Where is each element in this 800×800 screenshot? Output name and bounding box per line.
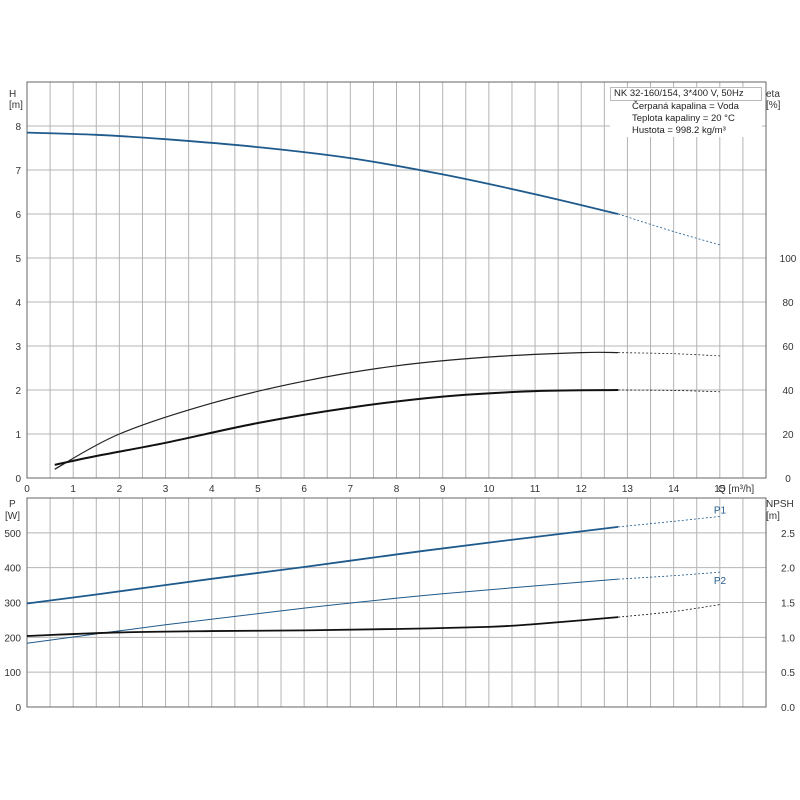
top-series-1-line: [54, 351, 619, 470]
x-tick-label: 6: [301, 484, 307, 495]
top-right-tick-label: 0: [785, 474, 791, 485]
top-series-0-extrapolation: [618, 213, 720, 246]
bottom-plot-frame: [26, 497, 767, 708]
x-tick-label: 2: [117, 484, 123, 495]
top-plot-frame: [26, 81, 767, 479]
bottom-left-tick-label: 200: [4, 633, 21, 644]
x-tick-label: 1: [70, 484, 76, 495]
bottom-left-tick-label: 0: [15, 703, 21, 714]
bottom-series-p2-label: P2: [714, 576, 727, 587]
bottom-series-p1-label: P1: [714, 505, 727, 516]
bottom-right-tick-label: 1.0: [781, 633, 795, 644]
eta-axis-unit: [%]: [766, 100, 781, 111]
p-axis-unit: [W]: [5, 511, 20, 522]
x-tick-label: 8: [394, 484, 400, 495]
bottom-series-p2-extrapolation: [618, 571, 720, 580]
x-tick-label: 15: [714, 484, 726, 495]
top-left-tick-label: 2: [15, 386, 21, 397]
pump-model-title: NK 32-160/154, 3*400 V, 50Hz: [610, 87, 762, 101]
bottom-left-tick-label: 400: [4, 564, 21, 575]
top-left-tick-label: 3: [15, 342, 21, 353]
top-series-2-line: [54, 389, 619, 466]
q-axis-label: Q [m³/h]: [718, 484, 754, 495]
top-left-tick-label: 1: [15, 430, 21, 441]
bottom-right-tick-label: 0.0: [781, 703, 795, 714]
bottom-right-tick-label: 1.5: [781, 599, 795, 610]
top-left-tick-label: 6: [15, 210, 21, 221]
bottom-left-tick-label: 300: [4, 599, 21, 610]
top-right-tick-label: 80: [782, 298, 794, 309]
info-line-fluid: Čerpaná kapalina = Voda: [610, 101, 762, 113]
top-left-tick-label: 7: [15, 166, 21, 177]
pump-info-box: NK 32-160/154, 3*400 V, 50Hz Čerpaná kap…: [610, 87, 762, 137]
bottom-right-tick-label: 0.5: [781, 668, 795, 679]
top-left-tick-label: 5: [15, 254, 21, 265]
x-tick-label: 11: [530, 484, 541, 495]
bottom-series-2-extrapolation: [618, 604, 720, 618]
bottom-series-p2-line: [26, 578, 619, 644]
npsh-axis-label: NPSH: [766, 499, 794, 510]
x-tick-label: 14: [668, 484, 680, 495]
h-axis-label: H: [9, 89, 16, 100]
top-right-tick-label: 40: [782, 386, 794, 397]
x-tick-label: 4: [209, 484, 215, 495]
info-line-temperature: Teplota kapaliny = 20 °C: [610, 113, 762, 125]
top-right-tick-label: 20: [782, 430, 794, 441]
top-left-tick-label: 8: [15, 122, 21, 133]
top-left-tick-label: 0: [15, 474, 21, 485]
bottom-series-p1-extrapolation: [618, 516, 720, 528]
x-tick-label: 12: [576, 484, 588, 495]
bottom-left-tick-label: 100: [4, 668, 21, 679]
bottom-left-tick-label: 500: [4, 529, 21, 540]
bottom-series-2-line: [26, 616, 619, 637]
x-tick-label: 13: [622, 484, 634, 495]
h-axis-unit: [m]: [9, 100, 23, 111]
x-tick-label: 7: [348, 484, 354, 495]
bottom-right-tick-label: 2.5: [781, 529, 795, 540]
top-right-tick-label: 60: [782, 342, 794, 353]
top-series-1-extrapolation: [618, 352, 720, 357]
x-tick-label: 9: [440, 484, 446, 495]
eta-axis-label: eta: [766, 89, 780, 100]
x-tick-label: 5: [255, 484, 261, 495]
x-tick-label: 10: [483, 484, 495, 495]
x-tick-label: 3: [163, 484, 169, 495]
p-axis-label: P: [9, 499, 16, 510]
npsh-axis-unit: [m]: [766, 511, 780, 522]
top-series-2-extrapolation: [618, 389, 720, 393]
top-left-tick-label: 4: [15, 298, 21, 309]
top-right-tick-label: 100: [780, 254, 797, 265]
bottom-series-p1-line: [26, 526, 619, 605]
top-series-0-line: [26, 131, 619, 215]
x-tick-label: 0: [24, 484, 30, 495]
info-line-density: Hustota = 998.2 kg/m³: [610, 125, 762, 137]
bottom-right-tick-label: 2.0: [781, 564, 795, 575]
